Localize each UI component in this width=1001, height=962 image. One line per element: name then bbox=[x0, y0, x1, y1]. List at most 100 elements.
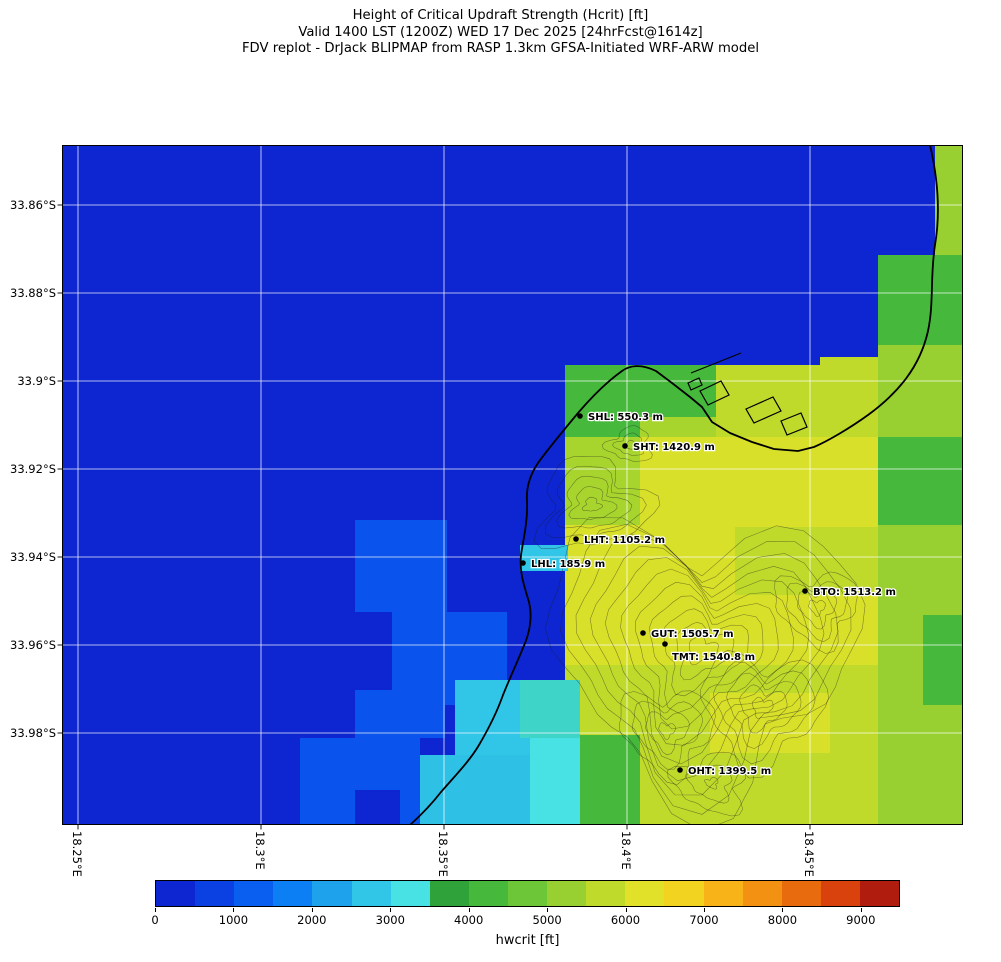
heatmap-cell bbox=[878, 705, 963, 825]
terrain-contour bbox=[667, 751, 747, 817]
terrain-contour bbox=[704, 777, 719, 790]
terrain-contour bbox=[676, 622, 735, 681]
station-label-shl: SHL: 550.3 m bbox=[588, 412, 663, 423]
y-tick-label: 33.94°S bbox=[10, 550, 56, 564]
x-tick-label: 18.25°E bbox=[70, 831, 84, 877]
colorbar-tick-mark bbox=[468, 907, 470, 912]
terrain-contour bbox=[560, 524, 852, 815]
harbour-structure bbox=[690, 352, 742, 374]
heatmap-cell bbox=[878, 255, 963, 345]
x-tick-label: 18.3°E bbox=[253, 831, 267, 870]
terrain-contour bbox=[713, 661, 816, 765]
terrain-contour bbox=[689, 635, 719, 666]
terrain-contour bbox=[581, 496, 604, 512]
heatmap-cell bbox=[735, 527, 878, 595]
terrain-contour bbox=[556, 475, 633, 529]
terrain-contour bbox=[700, 649, 829, 779]
station-marker-gut bbox=[640, 630, 646, 636]
heatmap-cell bbox=[565, 437, 640, 525]
terrain-contour bbox=[619, 690, 716, 785]
colorbar-segment bbox=[390, 881, 430, 906]
heatmap-cell bbox=[520, 680, 580, 738]
terrain-contour bbox=[774, 571, 858, 654]
terrain-contour bbox=[545, 517, 866, 825]
station-marker-lhl bbox=[520, 560, 526, 566]
colorbar-segment bbox=[820, 881, 860, 906]
colorbar-segment bbox=[312, 881, 352, 906]
coastline bbox=[409, 145, 939, 825]
station-label-lhl: LHL: 185.9 m bbox=[531, 559, 605, 570]
colorbar-tick-label: 7000 bbox=[689, 913, 719, 927]
terrain-contour bbox=[635, 581, 779, 730]
terrain-contour bbox=[685, 764, 733, 804]
station-marker-sht bbox=[622, 443, 628, 449]
terrain-contour bbox=[612, 432, 644, 456]
colorbar-segment bbox=[429, 881, 469, 906]
station-marker-bto bbox=[802, 588, 808, 594]
terrain-contour bbox=[797, 590, 838, 630]
colorbar-segment bbox=[742, 881, 782, 906]
harbour-structure bbox=[687, 377, 703, 391]
colorbar-segment bbox=[781, 881, 821, 906]
map-layers: SHL: 550.3 m SHT: 1420.9 m LHT: 1105.2 m LH… bbox=[62, 145, 963, 825]
colorbar-segment bbox=[273, 881, 313, 906]
heatmap-cell bbox=[355, 520, 447, 612]
station-label-lht: LHT: 1105.2 m bbox=[584, 535, 665, 546]
colorbar-tick-label: 1000 bbox=[218, 913, 249, 927]
colorbar-segment bbox=[195, 881, 235, 906]
colorbar-tick-label: 0 bbox=[151, 913, 159, 927]
harbour-structure bbox=[699, 380, 730, 406]
colorbar-tick-label: 8000 bbox=[767, 913, 798, 927]
colorbar-segment bbox=[625, 881, 665, 906]
colorbar-tick-label: 5000 bbox=[532, 913, 562, 927]
colorbar-segment bbox=[234, 881, 274, 906]
colorbar-segment bbox=[859, 881, 900, 906]
y-tick-label: 33.98°S bbox=[10, 726, 56, 740]
terrain-contour bbox=[568, 486, 618, 520]
map-plot: SHL: 550.3 m SHT: 1420.9 m LHT: 1105.2 m LH… bbox=[57, 145, 963, 830]
station-marker-shl bbox=[577, 413, 583, 419]
colorbar-segment bbox=[547, 881, 587, 906]
station-label-tmt: TMT: 1540.8 m bbox=[672, 652, 755, 663]
station-label-sht: SHT: 1420.9 m bbox=[633, 442, 715, 453]
colorbar-tick-label: 9000 bbox=[846, 913, 876, 927]
heatmap-cell bbox=[716, 365, 820, 437]
heatmap-cell bbox=[355, 690, 445, 738]
terrain-contour bbox=[589, 545, 825, 782]
heatmap-cell bbox=[355, 790, 400, 825]
colorbar-tick-label: 6000 bbox=[610, 913, 641, 927]
y-tick-label: 33.96°S bbox=[10, 638, 56, 652]
terrain-contour bbox=[604, 557, 810, 765]
y-tick-label: 33.9°S bbox=[17, 374, 56, 388]
heatmap-cell bbox=[520, 545, 568, 571]
terrain-contour bbox=[575, 533, 839, 796]
colorbar-label: hwcrit [ft] bbox=[495, 933, 560, 948]
heatmap-cell bbox=[565, 365, 640, 437]
terrain-contour bbox=[808, 599, 826, 617]
heatmap-cell bbox=[640, 365, 716, 417]
y-tick-label: 33.86°S bbox=[10, 198, 56, 212]
heatmap-cell bbox=[923, 615, 963, 705]
harbour-structure bbox=[780, 412, 808, 436]
title-line-3: FDV replot - DrJack BLIPMAP from RASP 1.… bbox=[241, 41, 760, 57]
colorbar-tick-mark bbox=[704, 907, 705, 912]
terrain-contour bbox=[601, 425, 653, 462]
colorbar-tick-mark bbox=[860, 907, 862, 912]
colorbar-segment bbox=[156, 881, 196, 906]
x-tick-label: 18.45°E bbox=[802, 831, 816, 877]
station-label-gut: GUT: 1505.7 m bbox=[651, 629, 734, 640]
station-label-oht: OHT: 1399.5 m bbox=[688, 766, 771, 777]
colorbar-segment bbox=[703, 881, 743, 906]
colorbar-tick-mark bbox=[155, 907, 156, 912]
terrain-contour bbox=[752, 696, 774, 719]
terrain-contour bbox=[545, 465, 647, 539]
terrain-contour bbox=[739, 684, 788, 734]
y-tick-label: 33.88°S bbox=[10, 286, 56, 300]
colorbar-segment bbox=[586, 881, 626, 906]
terrain-contour bbox=[663, 608, 749, 697]
title-line-1: Height of Critical Updraft Strength (Hcr… bbox=[352, 8, 649, 23]
colorbar-segment bbox=[468, 881, 508, 906]
x-tick-label: 18.35°E bbox=[436, 831, 450, 877]
station-label-bto: BTO: 1513.2 m bbox=[813, 587, 896, 598]
station-marker-oht bbox=[677, 767, 683, 773]
